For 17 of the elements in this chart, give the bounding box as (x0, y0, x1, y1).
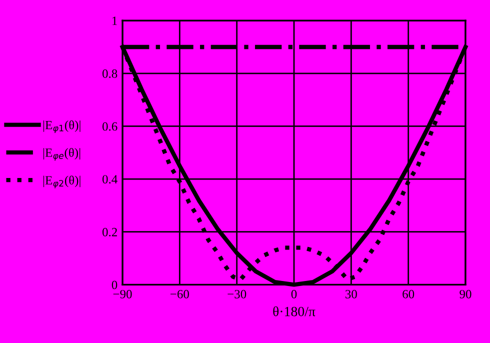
x-tick-label: 0 (291, 290, 297, 298)
y-tick-label: 0.4 (102, 175, 118, 184)
x-tick-label: 90 (460, 290, 472, 298)
legend-label: |E$_{φe}$(θ)| (43, 148, 80, 161)
x-tick-label: −30 (228, 290, 246, 298)
x-tick-label: −90 (113, 290, 132, 298)
y-tick-label: 0.6 (102, 122, 118, 131)
y-tick-label: 0 (112, 280, 118, 290)
y-tick-label: 0.2 (102, 228, 117, 236)
x-tick-label: 60 (402, 290, 414, 298)
x-tick-label: −60 (170, 290, 189, 298)
x-tick-label: 30 (346, 290, 357, 298)
y-tick-label: 1 (112, 16, 117, 25)
x-axis-title: θ·180/π (273, 306, 316, 316)
y-tick-label: 0.8 (102, 69, 118, 78)
legend-label: |E$_{φ2}$(θ)| (43, 176, 80, 188)
legend-label: |E$_{φ1}$(θ)| (43, 120, 80, 134)
